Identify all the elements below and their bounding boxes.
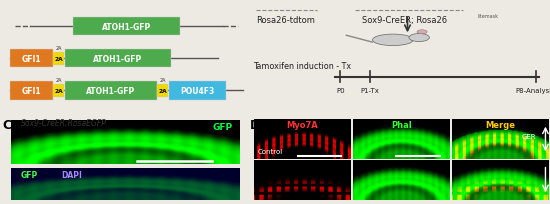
Text: Merge: Merge [485, 121, 515, 130]
Text: P0: P0 [336, 88, 345, 93]
FancyBboxPatch shape [10, 82, 53, 100]
FancyBboxPatch shape [65, 82, 157, 100]
FancyBboxPatch shape [53, 85, 64, 97]
Text: C: C [3, 118, 12, 131]
Text: 2A: 2A [54, 57, 63, 61]
Text: ATOH1-GFP: ATOH1-GFP [94, 54, 142, 63]
Text: POU4F3: POU4F3 [180, 86, 214, 95]
Ellipse shape [417, 31, 427, 35]
Text: GER: GER [521, 133, 536, 139]
Text: GFP: GFP [212, 123, 233, 132]
Text: 2A: 2A [56, 77, 62, 82]
FancyBboxPatch shape [65, 50, 171, 68]
FancyBboxPatch shape [169, 82, 226, 100]
FancyBboxPatch shape [53, 53, 64, 65]
Text: 2A: 2A [160, 77, 166, 82]
Text: 2A: 2A [158, 88, 167, 93]
Text: 2A: 2A [56, 45, 62, 50]
Text: DAPI: DAPI [61, 171, 82, 180]
Text: Sox9-CreER; Rosa26: Sox9-CreER; Rosa26 [362, 16, 447, 24]
FancyBboxPatch shape [157, 85, 168, 97]
Text: Myo7A: Myo7A [287, 121, 318, 130]
Text: P1-Tx: P1-Tx [360, 88, 379, 93]
Ellipse shape [372, 35, 413, 46]
Text: GFP: GFP [20, 171, 37, 180]
Text: Rosa26-tdtom: Rosa26-tdtom [256, 16, 315, 24]
Text: GFI1: GFI1 [21, 54, 41, 63]
Text: litemask: litemask [477, 14, 498, 19]
Text: ATOH1-GFP: ATOH1-GFP [102, 22, 151, 31]
Text: Phal: Phal [391, 121, 411, 130]
Text: 2A: 2A [54, 88, 63, 93]
Text: Control: Control [258, 149, 283, 154]
Ellipse shape [409, 34, 430, 42]
Text: D: D [250, 118, 261, 131]
Text: ATOH1-GFP: ATOH1-GFP [86, 86, 135, 95]
Text: GFI1: GFI1 [21, 86, 41, 95]
FancyBboxPatch shape [10, 50, 53, 68]
Text: Sox9-CreER;RosaEGFP: Sox9-CreER;RosaEGFP [21, 118, 107, 127]
Text: Tamoxifen induction - Tx: Tamoxifen induction - Tx [253, 61, 351, 70]
FancyBboxPatch shape [73, 18, 180, 36]
Text: P8-Analysis: P8-Analysis [516, 88, 550, 93]
